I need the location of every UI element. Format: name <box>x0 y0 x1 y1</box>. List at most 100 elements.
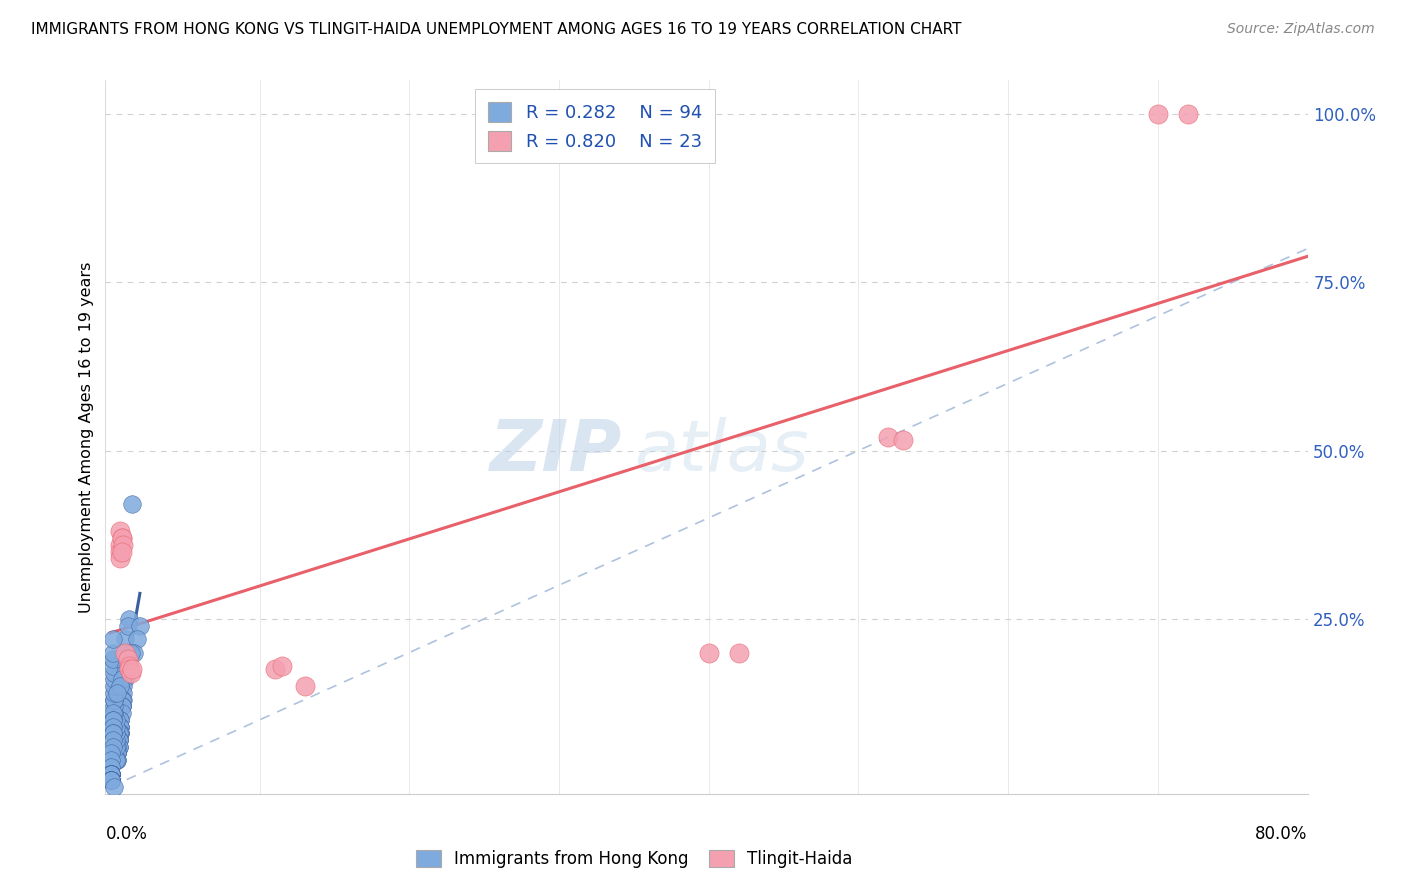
Point <box>100 766 122 780</box>
Point <box>107 747 129 761</box>
Point <box>100 760 122 774</box>
Point <box>697 646 720 660</box>
Point <box>111 699 134 714</box>
Point <box>108 739 131 754</box>
Point <box>128 618 150 632</box>
Point <box>104 713 127 727</box>
Point <box>117 652 139 666</box>
Point <box>104 720 127 734</box>
Point <box>101 720 124 734</box>
Point <box>107 747 129 761</box>
Point <box>121 497 143 511</box>
Point <box>100 766 122 780</box>
Point <box>100 766 122 780</box>
Point <box>114 646 136 660</box>
Point <box>100 773 122 788</box>
Point <box>101 733 124 747</box>
Point <box>103 692 125 706</box>
Point <box>271 659 294 673</box>
Point <box>100 773 122 788</box>
Point <box>101 646 124 660</box>
Point <box>121 662 143 676</box>
Point <box>103 679 125 693</box>
Point <box>108 733 131 747</box>
Point <box>100 773 122 788</box>
Legend: Immigrants from Hong Kong, Tlingit-Haida: Immigrants from Hong Kong, Tlingit-Haida <box>409 843 859 875</box>
Point <box>100 766 122 780</box>
Point <box>112 538 135 552</box>
Point <box>110 713 132 727</box>
Point <box>110 524 132 539</box>
Point <box>114 652 136 666</box>
Point <box>101 726 124 740</box>
Point <box>110 726 132 740</box>
Point <box>893 434 915 448</box>
Point <box>111 544 134 558</box>
Point <box>100 753 122 767</box>
Point <box>100 773 122 788</box>
Point <box>118 662 141 676</box>
Point <box>125 632 148 646</box>
Point <box>1177 107 1199 121</box>
Point <box>111 706 134 720</box>
Point <box>1147 107 1170 121</box>
Point <box>877 430 900 444</box>
Point <box>118 659 141 673</box>
Point <box>263 662 285 676</box>
Point <box>100 773 122 788</box>
Point <box>103 686 125 700</box>
Point <box>101 726 124 740</box>
Point <box>107 747 129 761</box>
Point <box>111 692 134 706</box>
Point <box>101 713 124 727</box>
Point <box>103 673 125 687</box>
Point <box>110 713 132 727</box>
Point <box>100 766 122 780</box>
Point <box>110 720 132 734</box>
Point <box>103 780 125 794</box>
Point <box>114 673 136 687</box>
Point <box>103 699 125 714</box>
Point <box>107 753 129 767</box>
Point <box>104 726 127 740</box>
Point <box>103 692 125 706</box>
Text: atlas: atlas <box>634 417 808 486</box>
Point <box>100 773 122 788</box>
Point <box>112 692 135 706</box>
Point <box>108 733 131 747</box>
Point <box>727 646 749 660</box>
Point <box>104 739 127 754</box>
Point <box>110 726 132 740</box>
Point <box>100 766 122 780</box>
Point <box>110 538 132 552</box>
Point <box>114 665 136 680</box>
Y-axis label: Unemployment Among Ages 16 to 19 years: Unemployment Among Ages 16 to 19 years <box>79 261 94 613</box>
Point <box>111 673 134 687</box>
Point <box>101 652 124 666</box>
Point <box>111 699 134 714</box>
Point <box>111 531 134 545</box>
Point <box>101 659 124 673</box>
Point <box>118 612 141 626</box>
Point <box>111 699 134 714</box>
Point <box>101 713 124 727</box>
Point <box>115 659 138 673</box>
Point <box>110 551 132 566</box>
Point <box>104 753 127 767</box>
Point <box>294 679 316 693</box>
Point <box>110 679 132 693</box>
Point <box>101 632 124 646</box>
Point <box>107 686 129 700</box>
Point <box>112 679 135 693</box>
Point <box>120 646 142 660</box>
Point <box>103 706 125 720</box>
Point <box>104 733 127 747</box>
Point <box>101 706 124 720</box>
Point <box>122 646 145 660</box>
Point <box>120 665 142 680</box>
Point <box>100 747 122 761</box>
Point <box>100 773 122 788</box>
Point <box>114 646 136 660</box>
Point <box>117 652 139 666</box>
Point <box>114 659 136 673</box>
